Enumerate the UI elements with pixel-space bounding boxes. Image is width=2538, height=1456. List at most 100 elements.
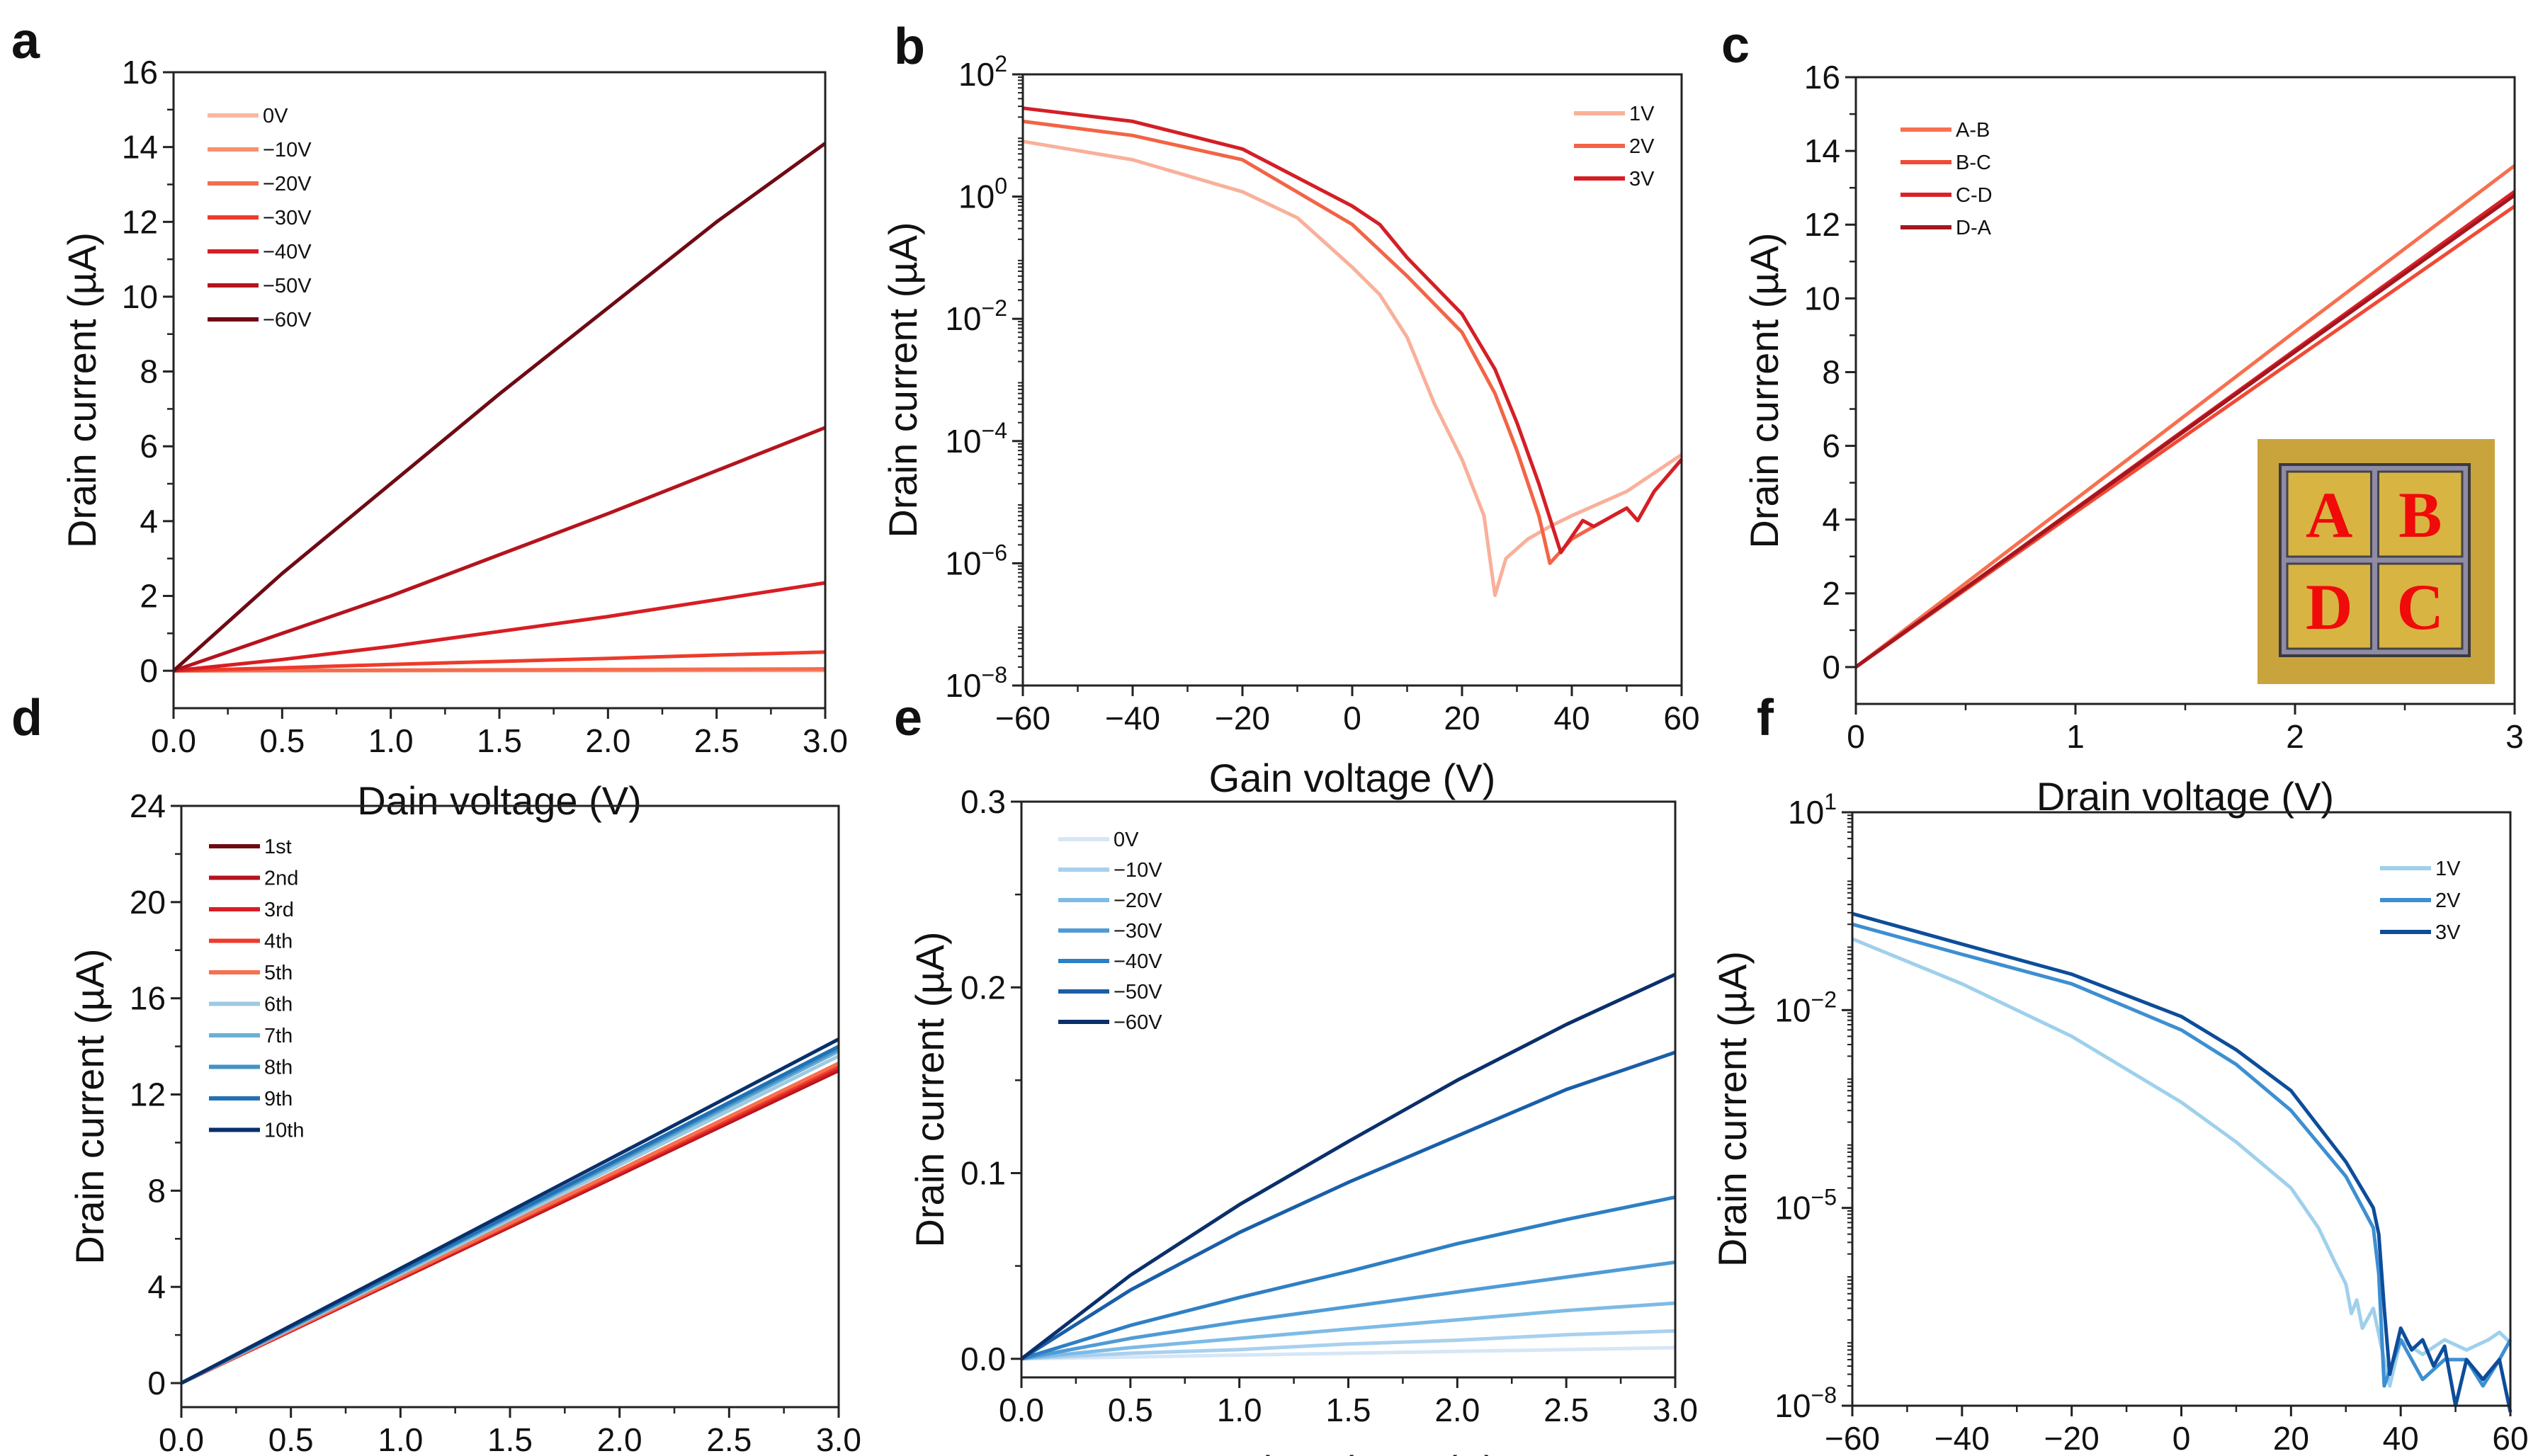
series-line [1022,140,1683,597]
x-tick-label: 3.0 [816,1421,861,1456]
y-tick-label: 12 [122,203,158,240]
legend-label: A-B [1956,119,1990,142]
panel-letter: e [894,690,922,746]
inset-electrode [2286,562,2372,650]
legend-label: 0V [1114,829,1139,851]
series-line [1021,1260,1676,1361]
panel-letter: b [894,18,925,75]
legend-label: 3V [1629,168,1655,190]
x-tick-label: −60 [995,700,1050,736]
x-tick-label: 3.0 [1653,1392,1698,1428]
y-axis-label: Drain current (µA) [67,948,112,1264]
inset-electrode-label: A [2306,479,2352,551]
x-tick-label: 0.5 [268,1421,314,1456]
y-axis-label: Drain current (µA) [1742,232,1786,548]
inset-electrode-label: C [2397,571,2444,643]
x-tick-label: 0.0 [159,1421,204,1456]
y-tick-label: 6 [1822,428,1840,465]
legend-label: 8th [264,1057,293,1079]
y-tick-label: 4 [147,1268,166,1305]
y-tick-label: 10−8 [1774,1382,1837,1424]
x-tick-label: 2.0 [1434,1392,1480,1428]
x-tick-label: 0 [1847,718,1865,755]
legend-label: −50V [1114,981,1162,1003]
legend: 1st 2nd 3rd 4th 5th 6th 7th 8th 9th 10th [209,836,304,1142]
x-tick-label: 1.5 [487,1421,533,1456]
inset-electrode [2377,470,2464,558]
x-tick-label: 2.5 [706,1421,752,1456]
x-tick-label: −20 [1215,700,1270,736]
x-tick-label: 20 [2273,1420,2309,1456]
series-line [1022,106,1683,554]
y-tick-label: 101 [1788,789,1837,831]
x-tick-label: 1 [2066,718,2085,755]
legend: A-B B-C C-D D-A [1900,119,1993,239]
legend-label: B-C [1956,152,1991,174]
x-axis-label: Drain voltage (V) [1199,1448,1497,1456]
y-tick-label: 0.0 [961,1341,1006,1377]
y-tick-label: 6 [140,428,158,465]
y-tick-label: 2 [140,578,158,615]
panel-letter: c [1721,17,1750,74]
panel-b: b −60 −40 −20 0 20 40 60 10−8 10−6 10−4 10−2 100 102 G… [880,18,1700,800]
y-tick-label: 0 [1822,649,1840,686]
y-tick-label: 24 [130,787,166,824]
panel-letter: d [11,690,43,746]
y-tick-label: 16 [1804,59,1840,96]
series-line [1852,911,2512,1413]
legend-label: −50V [263,275,312,297]
y-tick-label: 4 [1822,501,1840,538]
inset-electrode [2377,562,2464,650]
x-tick-label: 0 [2172,1420,2191,1456]
x-tick-label: 2.5 [694,722,740,759]
series-line [173,650,826,673]
x-tick-label: 40 [2383,1420,2419,1456]
plot-frame [172,71,827,710]
y-tick-label: 8 [140,353,158,390]
legend-label: −20V [1114,889,1162,912]
inset-electrode-label: D [2306,571,2352,643]
legend-label: −40V [1114,950,1162,973]
panel-letter: a [11,13,40,69]
x-tick-label: −40 [1934,1420,1990,1456]
legend-label: 0V [263,105,288,127]
y-tick-label: 10−4 [945,418,1007,460]
legend-label: 2V [1629,135,1655,158]
series-line [1021,1301,1676,1361]
legend-label: 2nd [264,868,298,890]
legend-label: −10V [1114,859,1162,882]
y-tick-label: 10 [122,278,158,315]
y-tick-label: 8 [147,1172,166,1209]
series-line [173,667,826,673]
x-tick-label: −20 [2044,1420,2100,1456]
y-axis-label: Drain current (µA) [907,931,952,1247]
x-tick-label: 2 [2286,718,2304,755]
y-tick-label: 14 [122,129,158,166]
y-tick-label: 100 [958,174,1007,215]
series-group [1854,164,2516,669]
y-axis-label: Drain current (µA) [880,222,925,538]
y-tick-label: 0.1 [961,1155,1006,1192]
series-group [180,1037,840,1385]
y-tick-label: 0.3 [961,783,1006,820]
x-tick-label: 0.0 [999,1392,1044,1428]
y-tick-label: 16 [122,54,158,91]
legend-label: D-A [1956,217,1992,239]
panel-a: a0.0 0.5 1.0 1.5 2.0 2.5 3.00246810121416Dain … [11,13,848,823]
panel-letter: f [1757,690,1774,746]
y-tick-label: 8 [1822,353,1840,390]
inset-electrode-label: B [2398,479,2442,551]
x-tick-label: 0.5 [259,722,305,759]
legend-label: 3V [2435,921,2461,944]
series-line [1854,164,2516,669]
x-tick-label: 1.0 [1217,1392,1262,1428]
y-tick-label: 4 [140,503,158,540]
plot-frame [1020,800,1677,1379]
series-line [1852,922,2512,1388]
legend-label: 3rd [264,899,294,921]
y-tick-label: 0.2 [961,969,1006,1006]
x-tick-label: 60 [2492,1420,2528,1456]
y-tick-label: 12 [130,1076,166,1113]
